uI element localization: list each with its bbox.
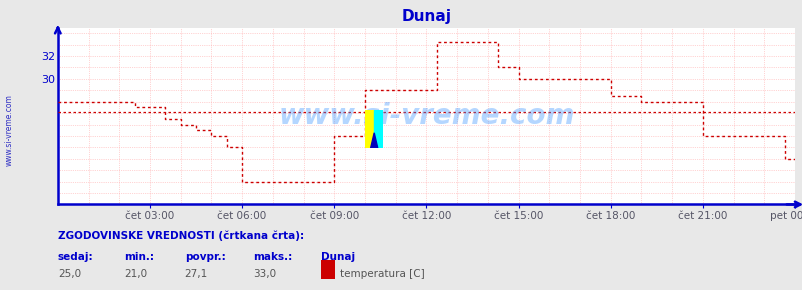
FancyArrow shape bbox=[374, 110, 383, 148]
Text: min.:: min.: bbox=[124, 251, 154, 262]
Text: 27,1: 27,1 bbox=[184, 269, 208, 279]
Text: 21,0: 21,0 bbox=[124, 269, 148, 279]
Text: maks.:: maks.: bbox=[253, 251, 292, 262]
Polygon shape bbox=[371, 133, 377, 148]
Text: povpr.:: povpr.: bbox=[184, 251, 225, 262]
Text: 25,0: 25,0 bbox=[58, 269, 81, 279]
Text: Dunaj: Dunaj bbox=[321, 251, 354, 262]
Text: temperatura [C]: temperatura [C] bbox=[339, 269, 424, 279]
Title: Dunaj: Dunaj bbox=[401, 9, 451, 23]
FancyArrow shape bbox=[365, 110, 374, 148]
Text: www.si-vreme.com: www.si-vreme.com bbox=[5, 95, 14, 166]
Text: sedaj:: sedaj: bbox=[58, 251, 93, 262]
Text: www.si-vreme.com: www.si-vreme.com bbox=[277, 102, 574, 130]
Text: ZGODOVINSKE VREDNOSTI (črtkana črta):: ZGODOVINSKE VREDNOSTI (črtkana črta): bbox=[58, 231, 304, 241]
Text: 33,0: 33,0 bbox=[253, 269, 276, 279]
